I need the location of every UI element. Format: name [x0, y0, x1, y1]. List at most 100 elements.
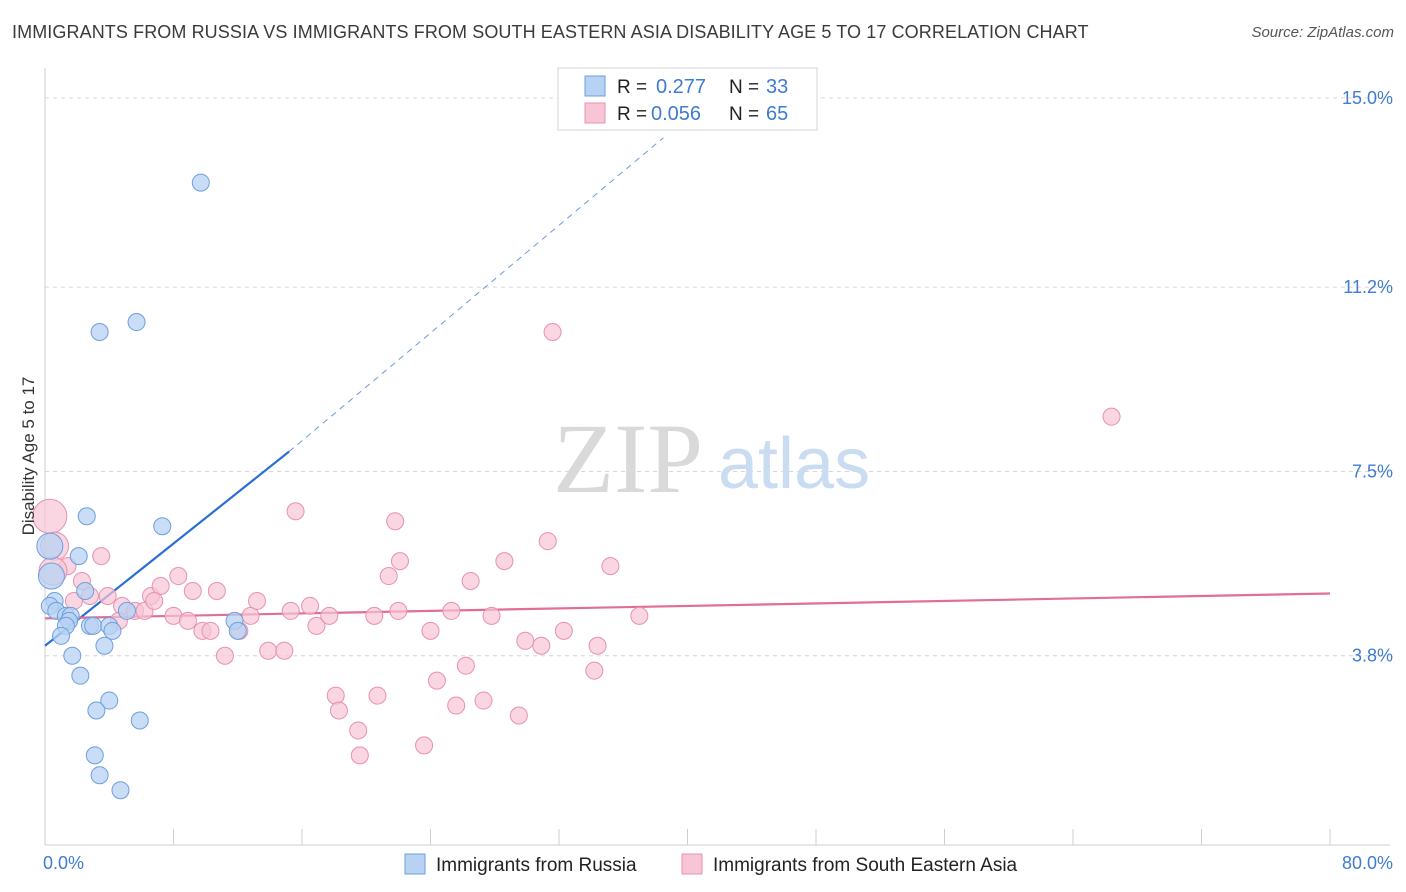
x-tick-label-max: 80.0% — [1342, 853, 1393, 873]
y-tick-label-1: 7.5% — [1352, 461, 1393, 481]
watermark-zip: ZIP — [553, 403, 703, 514]
sea-point-33 — [329, 701, 348, 720]
sea-point-34 — [349, 721, 368, 740]
sea-point-61 — [630, 606, 649, 625]
russia-point-25 — [71, 666, 90, 685]
russia-point-24 — [63, 646, 82, 665]
legend-n-value-sea: 65 — [766, 103, 788, 125]
trend-line-russia-extension — [288, 137, 664, 452]
sea-point-27 — [281, 601, 300, 620]
russia-point-0 — [191, 173, 210, 192]
y-tick-label-2: 11.2% — [1343, 277, 1393, 297]
russia-point-7 — [37, 562, 65, 590]
sea-point-14 — [183, 581, 202, 600]
bottom-legend: Immigrants from Russia Immigrants from S… — [404, 853, 1018, 876]
sea-point-29 — [301, 596, 320, 615]
sea-point-45 — [442, 601, 461, 620]
sea-point-41 — [389, 601, 408, 620]
sea-point-12 — [151, 577, 170, 596]
russia-point-26 — [100, 691, 119, 710]
russia-point-31 — [111, 781, 130, 800]
bottom-legend-swatch-sea — [681, 853, 703, 875]
sea-point-42 — [415, 736, 434, 755]
sea-point-6 — [98, 586, 117, 605]
russia-point-5 — [36, 532, 64, 560]
russia-point-6 — [69, 547, 88, 566]
legend-r-label-russia: R = — [617, 77, 647, 98]
y-axis-tick-labels: 3.8% 7.5% 11.2% 15.0% — [1342, 88, 1393, 666]
russia-point-23 — [95, 636, 114, 655]
sea-point-24 — [248, 591, 267, 610]
source-credit: Source: ZipAtlas.com — [1251, 24, 1394, 41]
axes — [44, 68, 1390, 846]
sea-point-46 — [447, 696, 466, 715]
sea-point-15 — [207, 581, 226, 600]
sea-point-39 — [386, 512, 405, 531]
russia-point-32 — [228, 621, 247, 640]
sea-point-59 — [588, 636, 607, 655]
legend-swatch-sea — [584, 102, 606, 124]
sea-point-35 — [350, 746, 369, 765]
sea-point-43 — [421, 621, 440, 640]
points-russia — [36, 173, 247, 800]
sea-point-36 — [365, 606, 384, 625]
x-axis-ticks — [44, 829, 1331, 845]
legend-r-value-sea: 0.056 — [651, 103, 701, 125]
russia-point-1 — [90, 322, 109, 341]
legend-r-value-russia: 0.277 — [656, 76, 706, 98]
bottom-legend-label-russia: Immigrants from Russia — [436, 855, 637, 876]
trend-lines — [44, 137, 1331, 647]
russia-point-28 — [130, 711, 149, 730]
russia-point-27 — [87, 701, 106, 720]
russia-point-20 — [103, 621, 122, 640]
sea-point-18 — [178, 611, 197, 630]
sea-point-48 — [461, 572, 480, 591]
sea-point-20 — [201, 621, 220, 640]
x-tick-label-min: 0.0% — [43, 853, 84, 873]
gridlines — [45, 97, 1390, 657]
russia-point-29 — [85, 746, 104, 765]
sea-point-57 — [554, 621, 573, 640]
russia-point-4 — [153, 517, 172, 536]
sea-point-51 — [495, 552, 514, 571]
sea-point-31 — [326, 686, 345, 705]
sea-point-30 — [307, 616, 326, 635]
sea-point-32 — [320, 606, 339, 625]
chart-title: IMMIGRANTS FROM RUSSIA VS IMMIGRANTS FRO… — [12, 22, 1089, 42]
sea-point-38 — [379, 567, 398, 586]
legend-n-value-russia: 33 — [766, 76, 788, 98]
legend-swatch-russia — [584, 75, 606, 97]
sea-point-21 — [215, 646, 234, 665]
sea-point-3 — [92, 547, 111, 566]
y-tick-label-0: 3.8% — [1352, 646, 1393, 666]
russia-point-8 — [76, 581, 95, 600]
bottom-legend-swatch-russia — [404, 853, 426, 875]
sea-point-23 — [241, 606, 260, 625]
russia-point-14 — [117, 601, 136, 620]
russia-point-2 — [127, 313, 146, 332]
sea-point-60 — [601, 557, 620, 576]
russia-point-18 — [84, 616, 103, 635]
legend-r-label-sea: R = — [617, 104, 647, 125]
watermark-atlas: atlas — [718, 424, 870, 504]
sea-point-49 — [474, 691, 493, 710]
sea-point-25 — [259, 641, 278, 660]
sea-point-53 — [516, 631, 535, 650]
sea-point-50 — [482, 606, 501, 625]
points-south-eastern-asia — [32, 322, 1121, 765]
sea-point-52 — [509, 706, 528, 725]
sea-point-44 — [427, 671, 446, 690]
legend-n-label-sea: N = — [729, 104, 759, 125]
sea-point-56 — [543, 322, 562, 341]
trend-line-russia — [44, 450, 290, 647]
legend-box: R = 0.277 N = 33 R = 0.056 N = 65 — [557, 67, 818, 131]
sea-point-47 — [456, 656, 475, 675]
sea-point-13 — [169, 567, 188, 586]
russia-point-30 — [90, 766, 109, 785]
russia-point-3 — [77, 507, 96, 526]
sea-point-40 — [390, 552, 409, 571]
y-axis-title: Disability Age 5 to 17 — [19, 377, 38, 536]
sea-point-28 — [286, 502, 305, 521]
bottom-legend-label-sea: Immigrants from South Eastern Asia — [713, 855, 1018, 876]
